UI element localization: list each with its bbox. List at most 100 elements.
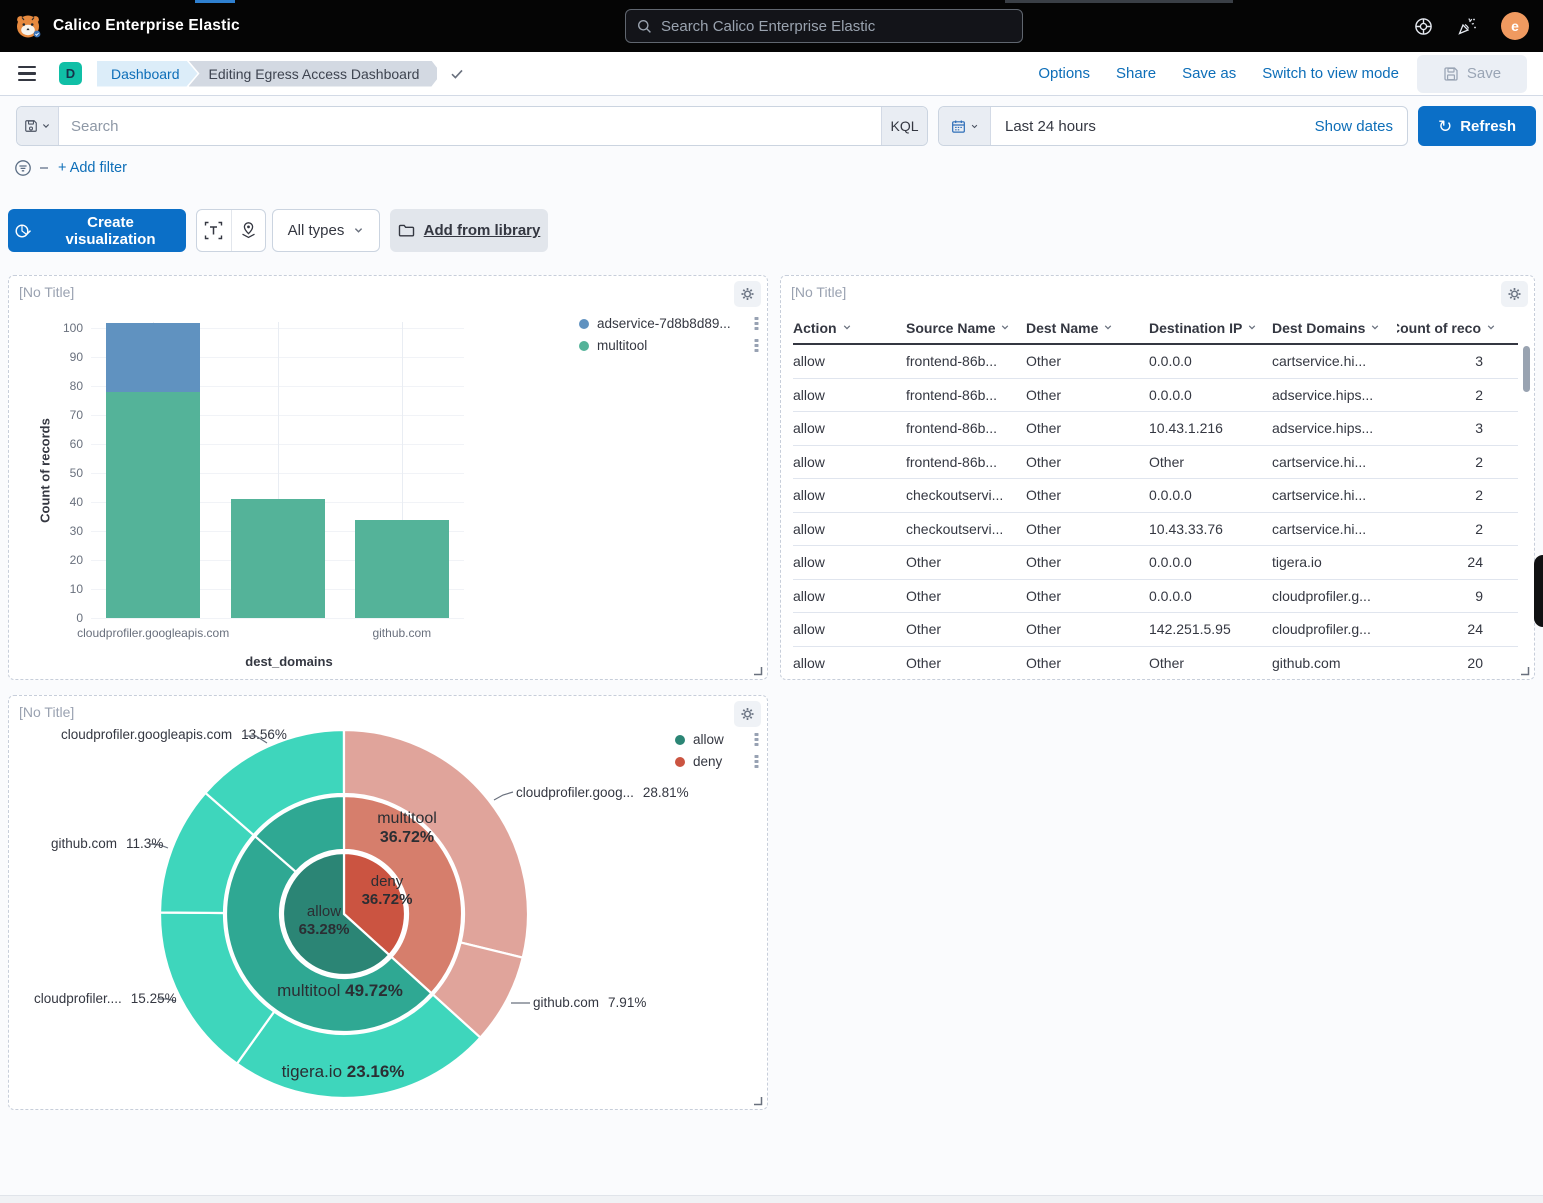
legend-item[interactable]: deny: [675, 754, 761, 769]
filter-options-icon[interactable]: [12, 157, 34, 179]
save-button[interactable]: Save: [1417, 54, 1527, 93]
sunburst-slice-allow[interactable]: [281, 851, 391, 977]
table-cell: Other: [906, 621, 942, 638]
table-scrollbar[interactable]: [1523, 346, 1530, 392]
refresh-button[interactable]: ↻ Refresh: [1418, 106, 1536, 146]
gridline: [91, 618, 464, 619]
show-dates-link[interactable]: Show dates: [1314, 117, 1393, 135]
calendar-icon: [951, 120, 965, 133]
menu-hamburger-icon[interactable]: [16, 64, 38, 83]
legend-item-actions-icon[interactable]: [752, 316, 761, 331]
table-row: allow checkoutservi... Other 10.43.33.76 car…: [793, 513, 1518, 546]
table-cell: cartservice.hi...: [1272, 353, 1367, 370]
docked-flyout-tab[interactable]: [1534, 555, 1543, 627]
table-cell: 10.43.33.76: [1149, 520, 1223, 537]
sunburst-slice-multitool[interactable]: [224, 834, 433, 1034]
panel-settings-gear-icon[interactable]: [734, 701, 761, 727]
table-cell: frontend-86b...: [906, 353, 998, 370]
date-quick-menu-button[interactable]: [939, 107, 991, 145]
data-table: Action Source Name Dest Name Destination IP…: [793, 312, 1518, 677]
table-row: allow frontend-86b... Other 0.0.0.0 adservic…: [793, 379, 1518, 412]
table-cell: checkoutservi...: [906, 520, 1004, 537]
legend-item-actions-icon[interactable]: [752, 338, 761, 353]
navbar-action[interactable]: Save as: [1182, 65, 1237, 82]
column-header[interactable]: Source Name: [906, 320, 1026, 336]
navbar-action[interactable]: Options: [1038, 65, 1091, 82]
legend-item[interactable]: adservice-7d8b8d89...: [579, 316, 761, 331]
bar-segment[interactable]: [106, 392, 201, 618]
sunburst-slice-cloudprofiler.goog...[interactable]: [342, 728, 530, 959]
panel-resize-handle[interactable]: [1519, 665, 1530, 676]
panel-settings-gear-icon[interactable]: [1501, 281, 1528, 307]
navbar: D Dashboard Editing Egress Access Dashboa…: [0, 52, 1543, 96]
table-cell: frontend-86b...: [906, 453, 998, 470]
table-cell: Other: [1026, 621, 1062, 638]
map-marker-icon: [241, 222, 255, 239]
user-avatar[interactable]: e: [1501, 12, 1529, 40]
column-header[interactable]: Count of reco: [1397, 320, 1497, 336]
table-cell: Other: [1149, 453, 1185, 470]
y-axis-tick: 10: [69, 582, 83, 597]
navbar-action[interactable]: Share: [1116, 65, 1157, 82]
breadcrumb-dashboard[interactable]: Dashboard: [97, 61, 198, 87]
column-header[interactable]: Destination IP: [1149, 320, 1272, 336]
panel-resize-handle[interactable]: [752, 1095, 763, 1106]
column-header[interactable]: Action: [793, 320, 906, 336]
y-axis-tick: 50: [69, 466, 83, 481]
table-row: allow frontend-86b... Other 0.0.0.0 cartserv…: [793, 345, 1518, 379]
newsfeed-party-popper-icon[interactable]: [1457, 16, 1477, 36]
time-range-value[interactable]: Last 24 hours: [1005, 117, 1096, 135]
table-cell: Other: [906, 587, 942, 604]
table-cell: allow: [793, 587, 825, 604]
add-from-library-button[interactable]: Add from library: [390, 209, 548, 252]
help-lifebuoy-icon[interactable]: [1414, 17, 1433, 36]
add-text-button[interactable]: [197, 210, 231, 251]
legend-item[interactable]: multitool: [579, 338, 761, 353]
table-cell: Other: [1026, 386, 1062, 403]
bar-segment[interactable]: [354, 519, 449, 618]
search-placeholder: Search: [71, 117, 119, 135]
table-cell: checkoutservi...: [906, 487, 1004, 504]
table-cell: Other: [1026, 487, 1062, 504]
sunburst-slice[interactable]: [253, 794, 346, 874]
column-header[interactable]: Dest Domains: [1272, 320, 1397, 336]
table-cell: Other: [1149, 654, 1185, 671]
kql-language-button[interactable]: KQL: [881, 107, 927, 145]
table-cell: 24: [1467, 554, 1483, 571]
kql-search-group: Search KQL: [16, 106, 928, 146]
saved-query-menu-button[interactable]: [17, 107, 59, 145]
search-input[interactable]: Search: [59, 107, 881, 145]
sunburst-slice-deny[interactable]: [342, 851, 407, 957]
create-visualization-button[interactable]: Create visualization: [8, 209, 186, 252]
check-icon[interactable]: [449, 66, 465, 82]
table-cell: 3: [1475, 420, 1483, 437]
navbar-action[interactable]: Switch to view mode: [1262, 65, 1399, 82]
filter-bar: + Add filter: [12, 157, 127, 179]
browser-tab-sliver: [1005, 0, 1233, 3]
legend-item-actions-icon[interactable]: [752, 754, 761, 769]
y-axis-tick: 30: [69, 524, 83, 539]
legend-item[interactable]: allow: [675, 732, 761, 747]
sunburst-slice-cloudprofiler.googleapis.com[interactable]: [203, 728, 346, 837]
panel-resize-handle[interactable]: [752, 665, 763, 676]
add-filter-link[interactable]: + Add filter: [58, 160, 127, 176]
bar-segment[interactable]: [230, 499, 325, 618]
table-cell: frontend-86b...: [906, 420, 998, 437]
add-map-button[interactable]: [230, 210, 266, 251]
column-header-label: Source Name: [906, 319, 996, 336]
table-row: allow frontend-86b... Other Other cartservic…: [793, 446, 1518, 479]
table-cell: Other: [1026, 654, 1062, 671]
bar-segment[interactable]: [106, 322, 201, 393]
all-types-dropdown[interactable]: All types: [272, 209, 380, 252]
panel-settings-gear-icon[interactable]: [734, 281, 761, 307]
panel-sunburst: [No Title] cloudprofiler.googleapis.com 1…: [8, 695, 768, 1110]
global-search-input[interactable]: Search Calico Enterprise Elastic: [625, 9, 1023, 43]
quick-add-icon-group: [196, 209, 266, 252]
sunburst-slice-multitool[interactable]: [342, 794, 464, 995]
panel-bar-chart: [No Title] 0 10 20 30 40 50 60 70 80 90 100 cloudpr…: [8, 275, 768, 680]
dashboard-app-badge[interactable]: D: [59, 62, 82, 85]
legend-item-actions-icon[interactable]: [752, 732, 761, 747]
table-header-row: Action Source Name Dest Name Destination IP…: [793, 312, 1518, 345]
column-header[interactable]: Dest Name: [1026, 320, 1149, 336]
y-axis-title: Count of records: [37, 418, 53, 523]
